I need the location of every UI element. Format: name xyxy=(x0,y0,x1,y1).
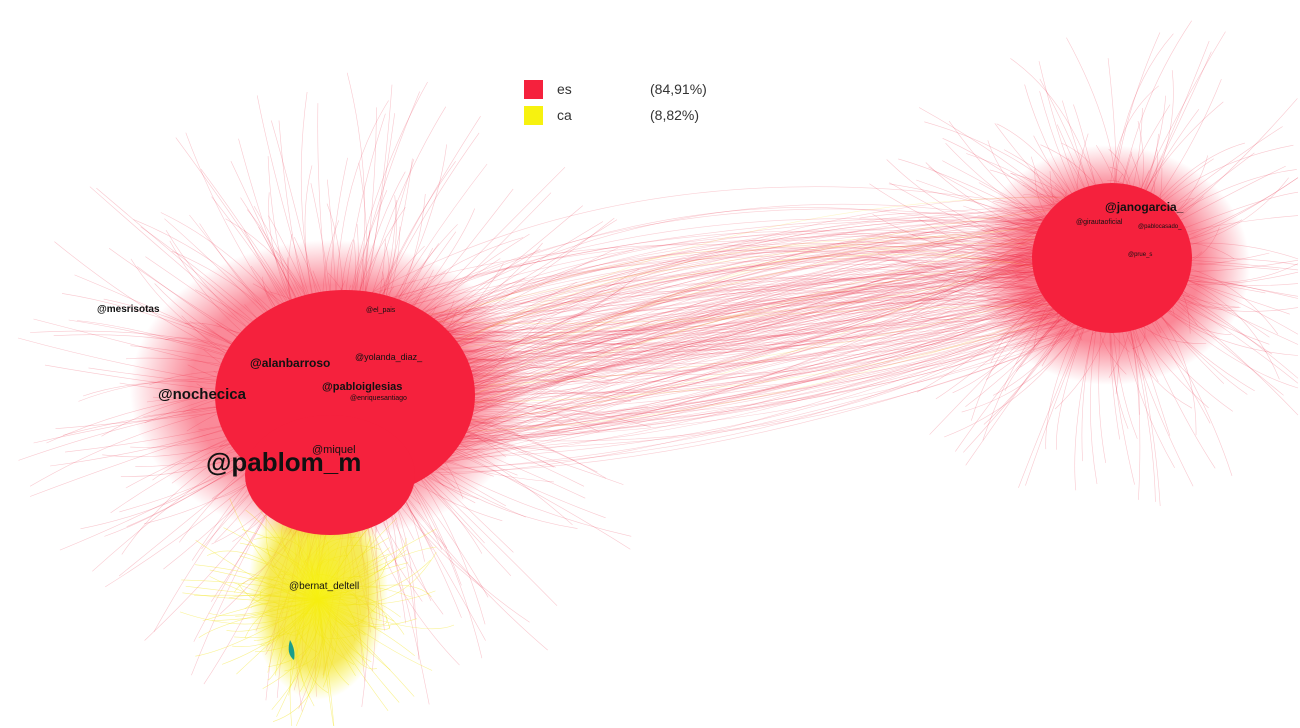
node-label-pablom-m: @pablom_m xyxy=(206,447,361,477)
edge xyxy=(371,207,1057,325)
node-label-girautaoficial: @girautaoficial xyxy=(1076,219,1123,226)
node-label-el-pais: @el_pais xyxy=(366,307,396,314)
node-label-nochecica: @nochecica xyxy=(158,386,247,403)
node-label-bernat-deltell: @bernat_deltell xyxy=(289,581,359,592)
legend-percent-es: (84,91%) xyxy=(650,81,707,97)
right-cluster-core xyxy=(1032,183,1192,333)
legend-item-ca: ca (8,82%) xyxy=(524,104,764,130)
legend: es (84,91%) ca (8,82%) xyxy=(524,78,764,130)
left-cluster-lower xyxy=(245,415,415,535)
node-label-pabloiglesias: @pabloiglesias xyxy=(322,381,402,393)
teal-node xyxy=(288,640,295,660)
legend-item-es: es (84,91%) xyxy=(524,78,764,104)
edge xyxy=(439,245,1068,316)
legend-label-es: es xyxy=(557,81,572,97)
legend-label-ca: ca xyxy=(557,107,572,123)
edge xyxy=(436,302,1069,442)
node-label-pablocasado: @pablocasado_ xyxy=(1138,224,1182,230)
node-label-alanbarroso: @alanbarroso xyxy=(250,356,330,370)
node-label-miquel: @miquel xyxy=(312,444,356,456)
legend-percent-ca: (8,82%) xyxy=(650,107,700,123)
node-label-mesrisotas: @mesrisotas xyxy=(97,304,160,315)
node-label-enriquesantiago: @enriquesantiago xyxy=(350,395,407,402)
node-label-yolanda-diaz: @yolanda_diaz_ xyxy=(355,352,423,362)
legend-swatch-ca xyxy=(524,106,543,125)
node-label-janogarcia: @janogarcia_ xyxy=(1105,200,1184,214)
labels-layer: @mesrisotas @nochecica @alanbarroso @yol… xyxy=(97,200,1184,592)
legend-swatch-es xyxy=(524,80,543,99)
clusters-layer xyxy=(130,145,1250,700)
node-label-prue: @prue_s xyxy=(1128,252,1152,258)
